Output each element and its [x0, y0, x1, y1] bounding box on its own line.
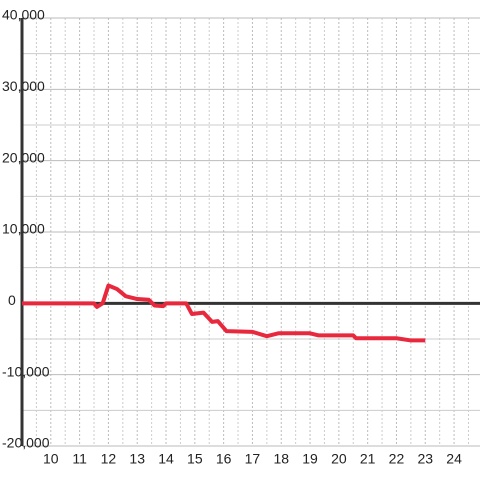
x-tick-label: 18	[273, 451, 289, 467]
y-tick-label: -10,000	[2, 363, 50, 379]
x-tick-label: 12	[101, 451, 117, 467]
x-tick-label: 14	[158, 451, 174, 467]
y-tick-label: 0	[8, 292, 16, 308]
x-tick-label: 20	[331, 451, 347, 467]
y-tick-label: 10,000	[2, 221, 45, 237]
data-line	[22, 283, 426, 343]
x-tick-label: 19	[302, 451, 318, 467]
x-tick-label: 22	[389, 451, 405, 467]
x-tick-label: 11	[72, 451, 87, 467]
y-tick-label: 20,000	[2, 149, 45, 165]
x-tick-label: 10	[43, 451, 59, 467]
x-tick-label: 24	[446, 451, 462, 467]
y-tick-label: -20,000	[2, 435, 50, 451]
x-tick-label: 21	[360, 451, 376, 467]
x-tick-label: 13	[129, 451, 145, 467]
x-tick-label: 17	[245, 451, 261, 467]
x-tick-label: 15	[187, 451, 203, 467]
x-tick-label: 16	[216, 451, 232, 467]
y-tick-label: 40,000	[2, 7, 45, 23]
y-tick-label: 30,000	[2, 78, 45, 94]
x-tick-label: 23	[417, 451, 433, 467]
